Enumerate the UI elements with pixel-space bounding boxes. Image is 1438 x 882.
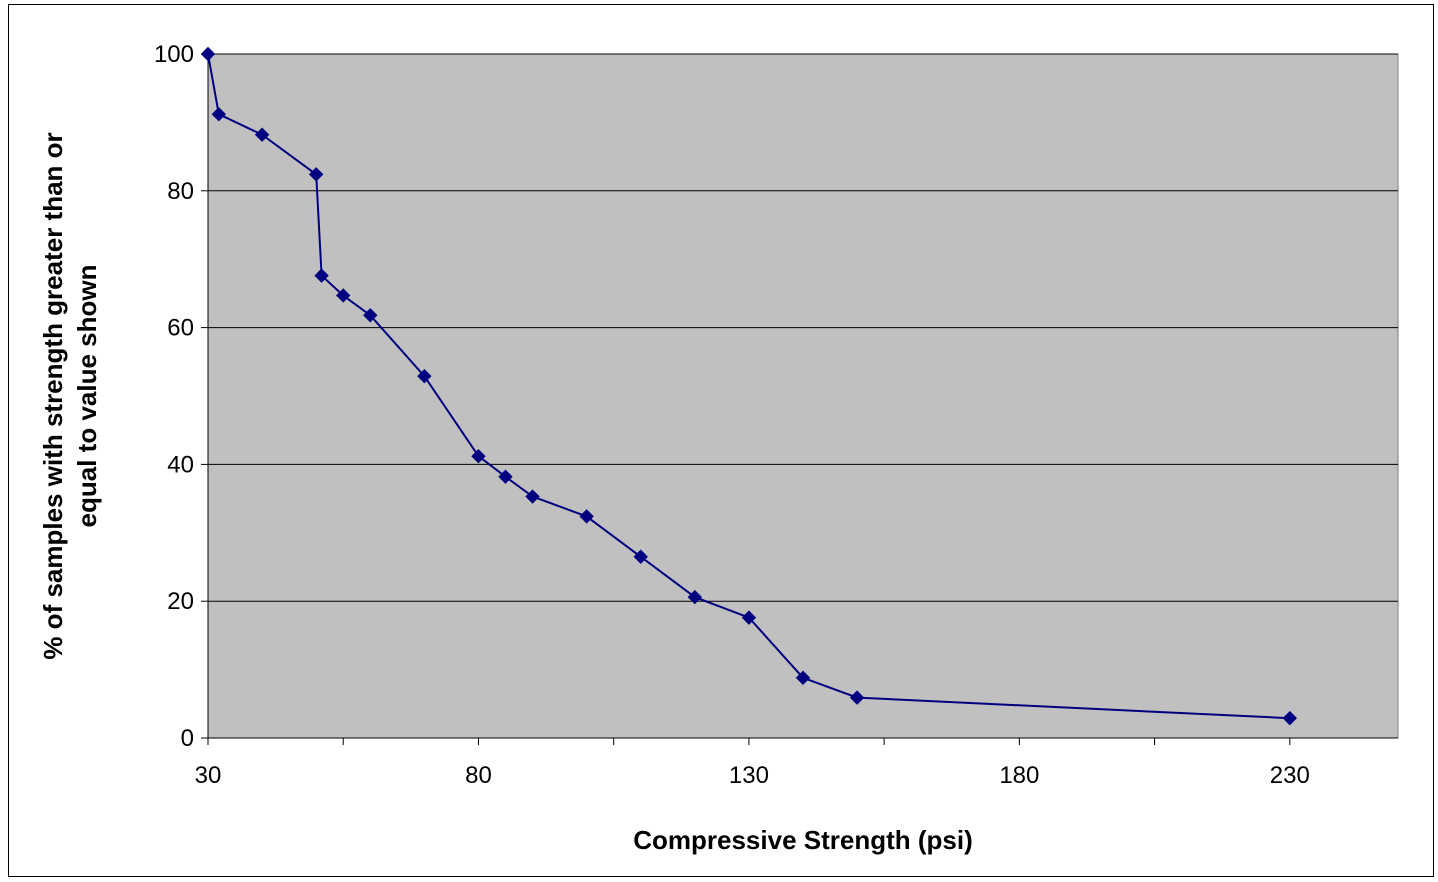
plot-area (207, 53, 1399, 739)
series-line-0 (207, 53, 1290, 720)
data-point-0 (200, 46, 216, 62)
data-point-5 (336, 288, 351, 303)
tick-marks (201, 53, 1291, 745)
x-tick-label-230: 230 (1270, 762, 1310, 789)
data-point-4 (314, 268, 329, 283)
y-tick-label-100: 100 (154, 41, 194, 68)
grid-lines (208, 53, 1398, 602)
data-point-11 (579, 509, 594, 524)
y-tick-label-40: 40 (167, 451, 194, 478)
data-point-13 (687, 589, 703, 605)
y-tick-label-0: 0 (181, 725, 194, 752)
data-point-1 (211, 106, 227, 122)
data-point-2 (254, 127, 270, 142)
y-tick-label-60: 60 (167, 315, 194, 342)
data-point-17 (1282, 710, 1298, 726)
y-tick-label-20: 20 (167, 588, 194, 615)
y-axis-title: % of samples with strength greater than … (38, 132, 102, 659)
y-axis-title-line-1: % of samples with strength greater than … (38, 132, 68, 659)
data-point-6 (363, 308, 378, 323)
y-tick-label-80: 80 (167, 178, 194, 205)
data-point-14 (741, 610, 757, 625)
data-point-10 (525, 489, 540, 504)
series-group (200, 46, 1298, 726)
x-axis-title: Compressive Strength (psi) (633, 825, 973, 855)
x-tick-label-180: 180 (999, 762, 1039, 789)
data-point-9 (498, 469, 513, 484)
data-point-16 (849, 690, 865, 705)
data-point-12 (633, 549, 648, 564)
x-tick-label-30: 30 (195, 762, 222, 789)
x-tick-label-130: 130 (729, 762, 769, 789)
y-axis-title-line-2: equal to value shown (72, 265, 102, 528)
data-point-8 (471, 448, 486, 464)
data-point-7 (417, 368, 432, 384)
data-point-15 (795, 670, 811, 686)
tick-labels: 0 20 40 60 80 100 30 80 130 180 230 (154, 41, 1310, 789)
axes (207, 54, 1398, 739)
x-tick-label-80: 80 (465, 762, 492, 789)
data-point-3 (308, 167, 324, 182)
